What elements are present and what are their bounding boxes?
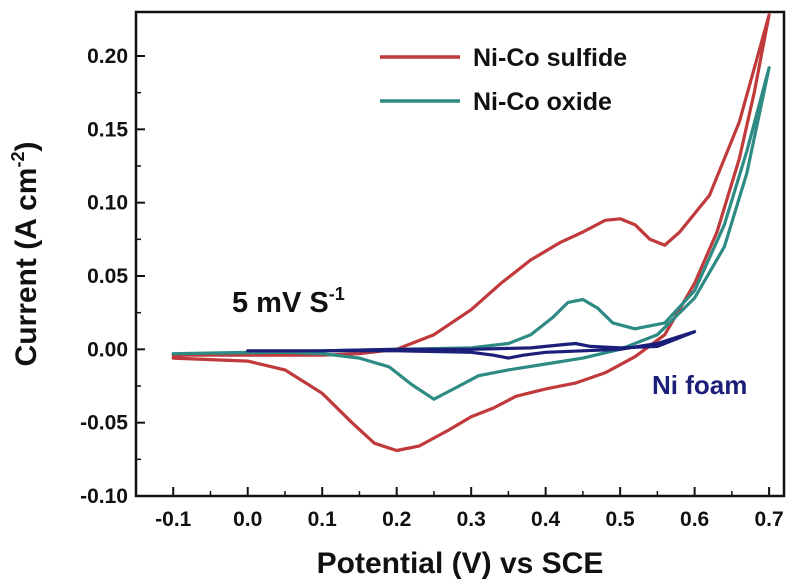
scan-rate-annotation: 5 mV S-1 xyxy=(232,284,345,319)
series-line-ni-co-sulfide xyxy=(171,13,771,453)
y-axis-title-exponent: -2 xyxy=(8,152,28,168)
x-tick-label: 0.5 xyxy=(606,508,636,531)
x-tick-label: 0.3 xyxy=(457,508,486,531)
legend-label-ni-co-sulfide: Ni-Co sulfide xyxy=(473,44,627,72)
x-tick-label: 0.4 xyxy=(531,508,561,531)
series-line-ni-co-oxide xyxy=(171,66,771,401)
x-tick-label: 0.0 xyxy=(233,508,262,531)
series-layer xyxy=(171,13,771,453)
x-tick-label: 0.7 xyxy=(755,508,784,531)
y-tick-label: -0.05 xyxy=(80,412,128,435)
y-tick-label: -0.10 xyxy=(80,485,128,508)
legend-label-ni-co-oxide: Ni-Co oxide xyxy=(473,88,612,116)
ni-foam-label: Ni foam xyxy=(652,370,747,400)
y-tick-label: 0.10 xyxy=(87,192,128,215)
scan-rate-exponent: -1 xyxy=(329,284,345,304)
series-line-ni-foam xyxy=(246,330,697,360)
y-tick-label: 0.15 xyxy=(87,118,128,141)
x-axis-title: Potential (V) vs SCE xyxy=(317,547,604,580)
x-tick-label: 0.2 xyxy=(382,508,411,531)
plot-area-border xyxy=(134,10,786,498)
axis-ticks xyxy=(136,55,771,497)
y-axis-title-close: ) xyxy=(10,142,43,152)
y-tick-label: 0.20 xyxy=(87,45,128,68)
plot-frame xyxy=(134,10,786,498)
x-tick-label: 0.6 xyxy=(680,508,709,531)
y-axis-title-main: Current (A cm xyxy=(10,168,43,367)
scan-rate-text: 5 mV S xyxy=(232,287,329,319)
x-tick-label: -0.1 xyxy=(155,508,192,531)
y-tick-labels: -0.10 -0.05 0.00 0.05 0.10 0.15 0.20 xyxy=(80,45,128,508)
x-tick-label: 0.1 xyxy=(308,508,338,531)
y-tick-label: 0.05 xyxy=(87,265,128,288)
y-tick-label: 0.00 xyxy=(87,338,128,361)
legend: Ni-Co sulfide Ni-Co oxide xyxy=(380,44,627,116)
y-axis-title: Current (A cm-2) xyxy=(8,142,43,367)
x-tick-labels: -0.1 0.0 0.1 0.2 0.3 0.4 0.5 0.6 0.7 xyxy=(155,508,784,531)
